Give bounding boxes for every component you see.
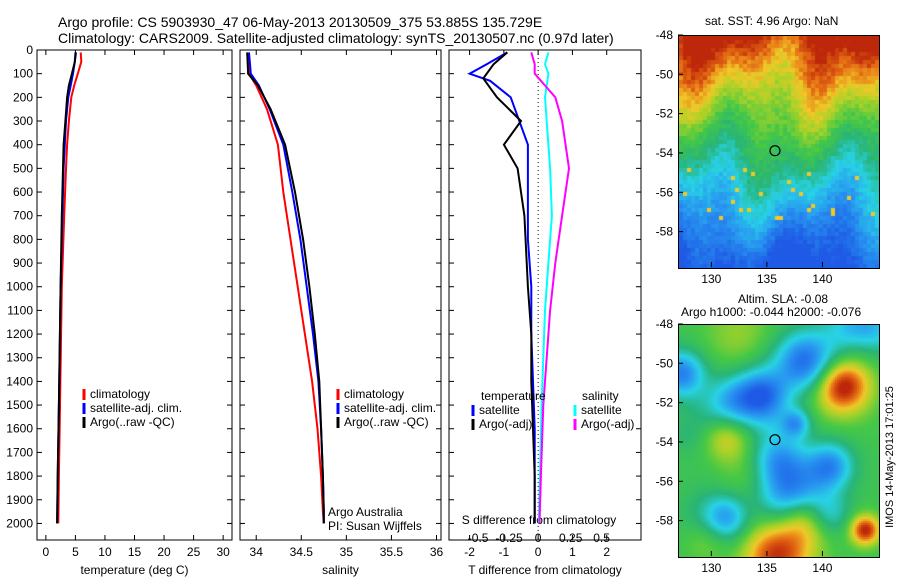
y-tick-label: 1100	[7, 303, 33, 317]
y-tick-label: 1400	[6, 374, 33, 388]
legend-label: climatology	[90, 387, 150, 401]
s-tick-label: -0.25	[495, 531, 523, 545]
x-tick-label: 0	[43, 545, 50, 559]
x-tick-label: 34.5	[290, 545, 314, 559]
y-tick-label: 900	[13, 256, 33, 270]
salinity-panel: 34 34.5 35 35.5 36 salinity climatologysatelli…	[239, 49, 444, 577]
temperature-xlabel: temperature (deg C)	[80, 563, 188, 577]
y-tick-label: 300	[13, 114, 33, 128]
x-tick-label: 25	[187, 545, 201, 559]
x-tick-label: 2	[603, 545, 610, 559]
sla-map-title: Altim. SLA: -0.08	[738, 292, 829, 306]
x-tick-label: 1	[569, 545, 576, 559]
series-satellite-adj-clim-	[248, 52, 325, 524]
y-tick-label: 1000	[6, 280, 33, 294]
legend-label: Argo(-adj)	[581, 417, 634, 431]
s-tick-label: -0.5	[468, 531, 489, 545]
legend-label: Argo(..raw -QC)	[344, 415, 429, 429]
y-tick-label: 500	[13, 161, 33, 175]
legend-title-temperature: temperature	[481, 389, 546, 403]
x-tick-label: 30	[216, 545, 230, 559]
temperature-panel: 0 5 10 15 20 25 300100200300400500600700800900…	[6, 43, 233, 577]
legend-label: satellite-adj. clim.	[344, 401, 436, 415]
sst-map-title: sat. SST: 4.96 Argo: NaN	[705, 14, 839, 28]
series-argo-raw-qc-	[246, 52, 325, 524]
y-tick-label: 1900	[6, 493, 33, 507]
x-tick-label: 20	[157, 545, 171, 559]
series-climatology	[57, 52, 83, 524]
series-argo-adj-	[482, 51, 536, 524]
legend-label: satellite	[479, 403, 520, 417]
sla-map-subtitle: Argo h1000: -0.044 h2000: -0.076	[681, 305, 862, 319]
sst-map	[678, 35, 880, 269]
x-tick-label: 0	[535, 545, 542, 559]
y-tick-label: 100	[13, 67, 33, 81]
y-tick-label: 1700	[6, 445, 33, 459]
x-tick-label: -2	[464, 545, 475, 559]
pi-annotation: PI: Susan Wijffels	[328, 519, 422, 533]
series-argo-adj-	[530, 52, 571, 524]
profile-title: Argo profile: CS 5903930_47 06-May-2013 …	[58, 14, 543, 30]
y-tick-label: 400	[13, 138, 33, 152]
legend-label: Argo(..raw -QC)	[90, 415, 175, 429]
y-tick-label: 1500	[6, 398, 33, 412]
s-tick-label: 0.5	[593, 531, 610, 545]
credit-annotation: Argo Australia	[328, 505, 403, 519]
salinity-frame	[239, 49, 442, 541]
x-tick-label: 10	[98, 545, 112, 559]
y-tick-label: 800	[13, 232, 33, 246]
x-tick-label: 35.5	[380, 545, 404, 559]
y-tick-label: 0	[26, 43, 33, 57]
legend-label: climatology	[344, 387, 404, 401]
y-tick-label: 1300	[6, 351, 33, 365]
series-satellite	[467, 51, 536, 524]
y-tick-label: 700	[13, 209, 33, 223]
x-tick-label: 15	[128, 545, 142, 559]
y-tick-label: 200	[13, 90, 33, 104]
x-tick-label: 34	[250, 545, 264, 559]
sla-map	[678, 324, 880, 558]
legend-label: Argo(-adj)	[479, 417, 532, 431]
series-climatology	[246, 52, 325, 524]
series-argo-raw-qc-	[56, 52, 77, 524]
y-tick-label: 1200	[6, 327, 33, 341]
y-tick-label: 600	[13, 185, 33, 199]
legend-label: satellite	[581, 403, 622, 417]
y-tick-label: 2000	[6, 516, 33, 530]
s-tick-label: 0.25	[559, 531, 583, 545]
legend-label: satellite-adj. clim.	[90, 401, 182, 415]
climatology-title: Climatology: CARS2009. Satellite-adjuste…	[58, 30, 614, 46]
x-tick-label: -1	[499, 545, 510, 559]
salinity-xlabel: salinity	[322, 563, 359, 577]
y-tick-label: 1800	[6, 469, 33, 483]
differences-frame	[448, 49, 642, 541]
y-tick-label: 1600	[6, 422, 33, 436]
imos-timestamp: IMOS 14-May-2013 17:01:25	[883, 386, 896, 528]
differences-xlabel: T difference from climatology	[468, 563, 622, 577]
x-tick-label: 35	[340, 545, 354, 559]
legend-title-salinity: salinity	[582, 389, 619, 403]
x-tick-label: 36	[430, 545, 444, 559]
x-tick-label: 5	[72, 545, 79, 559]
series-satellite	[537, 52, 553, 524]
